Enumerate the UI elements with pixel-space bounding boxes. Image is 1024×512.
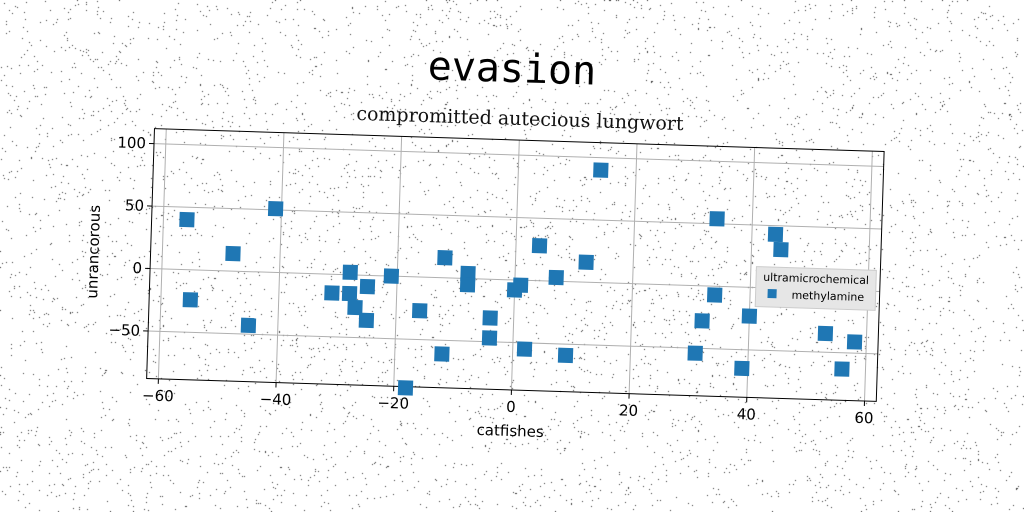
x-grid-line (628, 143, 638, 394)
data-point (434, 346, 450, 362)
x-tick-label: −20 (377, 394, 409, 413)
data-point (578, 254, 594, 270)
data-point (548, 269, 564, 286)
data-point (397, 380, 414, 396)
data-point (516, 341, 533, 357)
legend-label-methylamine: methylamine (791, 289, 864, 304)
data-point (512, 277, 529, 293)
grid-lines (148, 128, 884, 402)
data-point (593, 162, 609, 178)
x-grid-line (157, 128, 167, 379)
y-tick-label: 100 (117, 133, 146, 152)
legend-box (754, 266, 877, 311)
data-point (767, 226, 784, 243)
data-point (324, 285, 340, 301)
y-grid-line (148, 330, 878, 355)
x-grid-line (275, 132, 285, 383)
x-tick-label: 40 (736, 405, 756, 424)
legend: ultramicrochemical methylamine (754, 266, 877, 311)
data-point (694, 313, 710, 329)
axis-ticks: −60 −40 −20 0 20 40 60 100 50 0 −50 (108, 133, 874, 428)
data-point (341, 285, 358, 302)
data-point (557, 347, 574, 364)
data-point (482, 310, 498, 326)
data-point (411, 303, 428, 319)
x-tick-label: −40 (259, 390, 291, 409)
data-point (531, 238, 548, 254)
y-tick-label: −50 (108, 321, 140, 340)
data-point (741, 308, 758, 324)
data-point (846, 334, 863, 350)
data-point (817, 325, 834, 342)
data-point (182, 292, 199, 308)
y-axis-label: unrancorous (83, 204, 104, 298)
data-point (773, 241, 789, 258)
data-point (437, 250, 453, 266)
data-point (383, 268, 400, 284)
data-point (225, 245, 241, 262)
x-tick-label: 60 (854, 409, 874, 428)
data-point (687, 345, 703, 361)
data-point (734, 360, 750, 377)
data-point (179, 211, 195, 228)
data-point (706, 287, 723, 303)
data-point (359, 278, 376, 295)
x-tick-label: 20 (619, 401, 639, 420)
legend-marker-methylamine (767, 288, 777, 299)
x-grid-line (393, 136, 403, 387)
data-point (342, 264, 358, 281)
x-grid-line (510, 140, 520, 390)
data-point (481, 330, 498, 346)
x-tick-label: −60 (142, 386, 174, 405)
y-tick-label: 0 (132, 259, 142, 277)
data-point (709, 211, 725, 227)
y-tick-label: 50 (125, 196, 145, 215)
data-points (179, 162, 863, 396)
x-tick-label: 0 (506, 398, 516, 416)
data-point (347, 299, 363, 316)
data-point (834, 361, 850, 377)
data-point (358, 312, 375, 329)
x-axis-label: catfishes (476, 421, 544, 441)
data-point (459, 277, 476, 293)
x-grid-line (746, 147, 756, 398)
data-point (267, 200, 284, 217)
legend-title: ultramicrochemical (763, 271, 869, 287)
data-point (240, 317, 257, 334)
y-grid-line (153, 143, 884, 168)
